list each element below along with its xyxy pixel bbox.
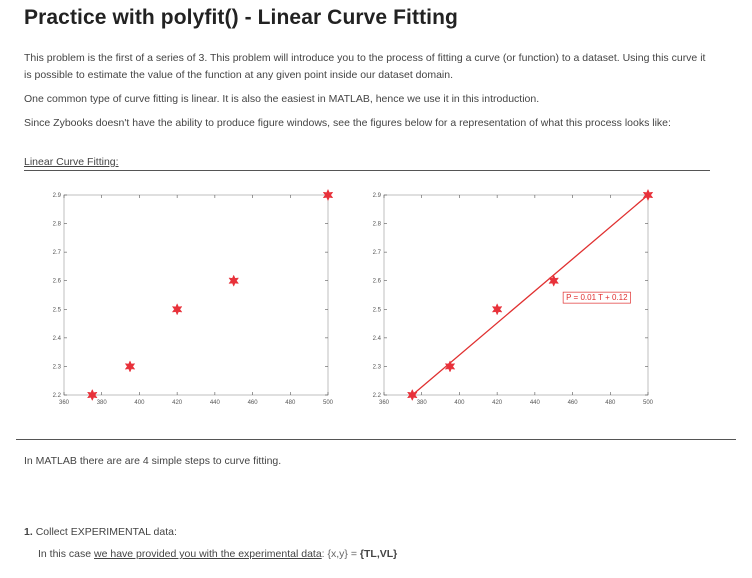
step-desc-mid: : {x,y} =	[321, 548, 360, 560]
step-desc-prefix: In this case	[38, 548, 95, 560]
x-tick-label: 440	[530, 400, 541, 406]
data-point	[124, 360, 136, 373]
plot-area	[383, 194, 649, 396]
y-tick-label: 2.7	[373, 250, 382, 256]
data-point	[491, 303, 503, 316]
experimental-data-link[interactable]: we have provided you with the experiment…	[94, 548, 322, 560]
step-number: 1.	[24, 526, 33, 538]
plot-area	[63, 194, 329, 396]
y-tick-label: 2.9	[373, 193, 382, 199]
intro-paragraph-2: One common type of curve fitting is line…	[24, 93, 540, 105]
x-tick-label: 440	[210, 400, 221, 406]
section-divider-top	[24, 170, 710, 171]
step-1-heading: 1. Collect EXPERIMENTAL data:	[24, 526, 177, 538]
data-point	[406, 388, 418, 402]
data-point	[548, 274, 560, 287]
scatter-chart-linear-fit: 360 380 400 420 440 460 480 500 2.2 2.3 2.4 2.5 2.6 2…	[373, 188, 654, 406]
x-tick-label: 480	[285, 400, 296, 406]
y-tick-label: 2.3	[53, 364, 62, 370]
data-point	[642, 188, 654, 202]
fit-equation-box	[562, 291, 631, 304]
page-title: Practice with polyfit() - Linear Curve F…	[24, 6, 458, 29]
x-tick-label: 500	[643, 400, 654, 406]
data-point	[228, 274, 240, 287]
scatter-chart-raw-data: 360 380 400 420 440 460 480 500 2.2 2.3 2.4 2.5 2.6 2…	[53, 188, 334, 406]
data-point	[86, 388, 98, 402]
fit-line	[411, 194, 649, 396]
x-tick-label: 380	[97, 400, 108, 406]
y-tick-label: 2.8	[53, 222, 62, 228]
y-tick-label: 2.7	[53, 250, 62, 256]
steps-intro: In MATLAB there are are 4 simple steps t…	[24, 455, 282, 467]
data-point	[322, 188, 334, 202]
y-tick-label: 2.4	[373, 336, 382, 342]
y-tick-label: 2.6	[53, 279, 62, 285]
intro-paragraph-1: This problem is the first of a series of…	[24, 52, 706, 81]
y-tick-label: 2.8	[373, 222, 382, 228]
x-tick-label: 480	[605, 400, 616, 406]
x-tick-label: 400	[134, 400, 145, 406]
x-tick-label: 420	[172, 400, 183, 406]
y-tick-label: 2.2	[373, 393, 382, 399]
y-tick-label: 2.6	[373, 279, 382, 285]
x-tick-label: 400	[454, 400, 465, 406]
x-tick-label: 360	[59, 400, 70, 406]
y-tick-label: 2.3	[373, 364, 382, 370]
data-point	[444, 360, 456, 373]
fit-equation-label: P = 0.01 T + 0.12	[566, 293, 628, 302]
x-tick-label: 380	[417, 400, 428, 406]
x-tick-label: 460	[568, 400, 579, 406]
intro-paragraph-3: Since Zybooks doesn't have the ability t…	[24, 117, 671, 129]
section-divider-bottom	[16, 439, 736, 440]
y-tick-label: 2.5	[373, 307, 382, 313]
x-tick-label: 420	[492, 400, 503, 406]
x-tick-label: 460	[248, 400, 259, 406]
y-tick-label: 2.4	[53, 336, 62, 342]
step-desc-variables: {TL,VL}	[359, 548, 398, 560]
step-title: Collect EXPERIMENTAL data:	[35, 526, 177, 538]
x-tick-label: 360	[379, 400, 390, 406]
section-label: Linear Curve Fitting:	[24, 156, 119, 168]
y-tick-label: 2.2	[53, 393, 62, 399]
data-point	[171, 303, 183, 316]
x-tick-label: 500	[323, 400, 334, 406]
y-tick-label: 2.9	[53, 193, 62, 199]
step-1-description: In this case we have provided you with t…	[38, 548, 397, 560]
y-tick-label: 2.5	[53, 307, 62, 313]
